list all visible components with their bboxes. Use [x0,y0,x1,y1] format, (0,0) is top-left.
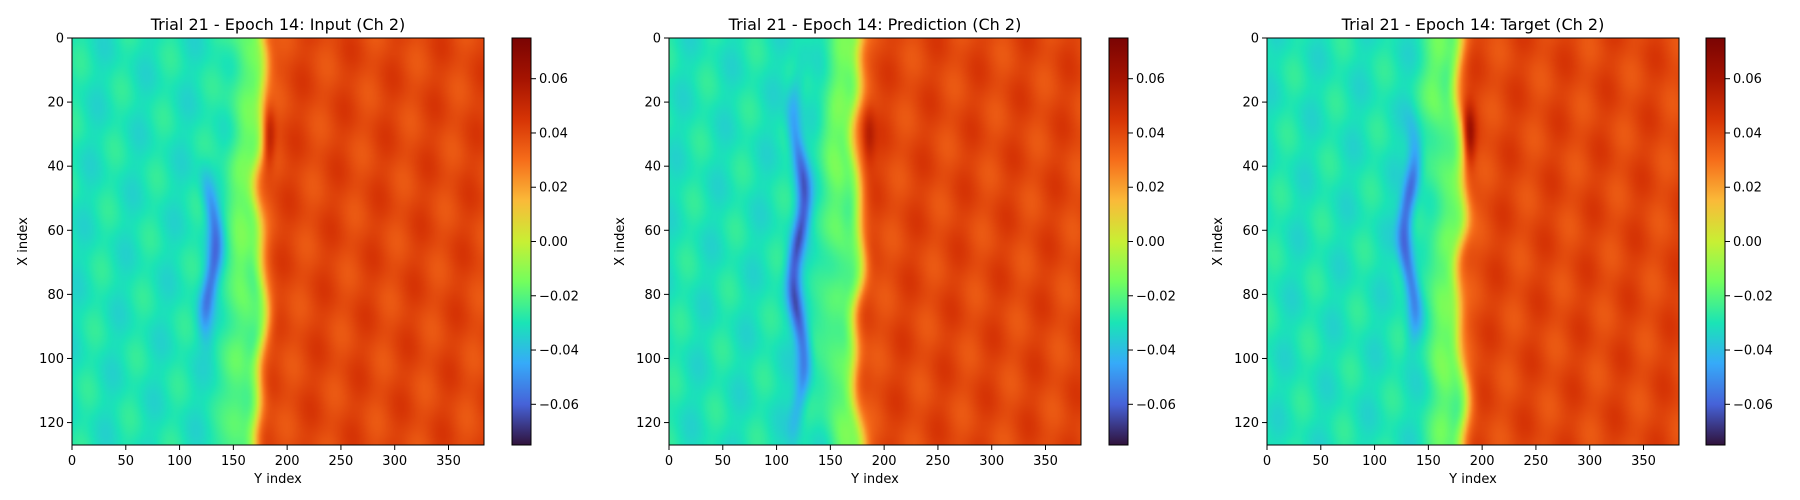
colorbar-tick-label: 0.02 [1136,181,1165,196]
colorbar-tick-label: 0.00 [1136,235,1165,250]
x-tick-label: 150 [221,454,246,469]
x-tick-label: 100 [1362,454,1387,469]
x-axis-label: Y index [850,472,899,487]
colorbar [1706,38,1725,445]
chart-title: Trial 21 - Epoch 14: Prediction (Ch 2) [728,15,1022,34]
x-tick-label: 300 [382,454,407,469]
colorbar-tick-label: −0.02 [539,289,579,304]
y-tick-label: 0 [56,32,64,47]
colorbar-tick-label: −0.04 [539,344,579,359]
x-tick-label: 350 [1033,454,1058,469]
colorbar-tick-label: 0.04 [1136,126,1165,141]
y-axis-label: X index [613,217,628,266]
x-tick-label: 350 [1631,454,1656,469]
colorbar [1109,38,1128,445]
colorbar-tick-label: −0.04 [1136,344,1176,359]
y-tick-label: 60 [644,224,661,239]
colorbar-tick-label: 0.02 [1733,181,1762,196]
colorbar-tick-label: 0.06 [539,72,568,87]
colorbar [512,38,531,445]
x-tick-label: 0 [68,454,76,469]
colorbar-tick-label: 0.06 [1136,72,1165,87]
colorbar-tick-label: −0.02 [1136,289,1176,304]
heatmap-image [1267,38,1679,445]
colorbar-tick-label: 0.06 [1733,72,1762,87]
y-tick-label: 80 [644,288,661,303]
x-tick-label: 250 [1524,454,1549,469]
x-tick-label: 100 [167,454,192,469]
y-tick-label: 60 [1242,224,1259,239]
colorbar-tick-label: −0.06 [1733,398,1773,413]
subplot-2: Trial 21 - Epoch 14: Prediction (Ch 2) 0 5… [613,15,1176,487]
y-tick-label: 80 [1242,288,1259,303]
colorbar-tick-label: 0.00 [539,235,568,250]
colorbar-tick-label: 0.04 [1733,126,1762,141]
y-tick-label: 120 [636,416,661,431]
subplot-1: Trial 21 - Epoch 14: Input (Ch 2) 0 50 100 1… [16,15,579,487]
y-tick-label: 20 [1242,96,1259,111]
chart-title: Trial 21 - Epoch 14: Target (Ch 2) [1341,15,1605,34]
y-axis-label: X index [1211,217,1226,266]
colorbar-tick-label: 0.04 [539,126,568,141]
y-tick-label: 0 [1251,32,1259,47]
x-tick-label: 350 [436,454,461,469]
axes-frame [668,37,1082,446]
x-tick-label: 150 [1416,454,1441,469]
axes-frame [71,37,485,446]
y-tick-label: 40 [1242,160,1259,175]
x-tick-label: 150 [818,454,843,469]
colorbar-tick-label: 0.02 [539,181,568,196]
colorbar-tick-label: −0.02 [1733,289,1773,304]
x-tick-label: 200 [1470,454,1495,469]
y-tick-label: 0 [653,32,661,47]
y-axis-label: X index [16,217,31,266]
x-tick-label: 0 [665,454,673,469]
heatmap-image [72,38,484,445]
y-tick-label: 20 [47,96,64,111]
y-tick-label: 100 [1234,352,1259,367]
y-tick-label: 120 [39,416,64,431]
x-tick-label: 50 [118,454,135,469]
colorbar-tick-label: −0.06 [1136,398,1176,413]
colorbar-tick-label: −0.04 [1733,344,1773,359]
axes-frame [1266,37,1680,446]
heatmap-image [669,38,1081,445]
y-tick-label: 40 [47,160,64,175]
y-tick-label: 60 [47,224,64,239]
y-tick-label: 120 [1234,416,1259,431]
colorbar-tick-label: −0.06 [539,398,579,413]
y-tick-label: 40 [644,160,661,175]
colorbar-tick-label: 0.00 [1733,235,1762,250]
x-axis-label: Y index [1448,472,1497,487]
x-axis-label: Y index [253,472,302,487]
y-tick-label: 100 [39,352,64,367]
x-tick-label: 50 [715,454,732,469]
chart-title: Trial 21 - Epoch 14: Input (Ch 2) [150,15,406,34]
x-tick-label: 100 [764,454,789,469]
y-tick-label: 20 [644,96,661,111]
x-tick-label: 250 [926,454,951,469]
x-tick-label: 300 [979,454,1004,469]
x-tick-label: 200 [872,454,897,469]
x-tick-label: 0 [1263,454,1271,469]
x-tick-label: 200 [275,454,300,469]
subplot-3: Trial 21 - Epoch 14: Target (Ch 2) 0 50 100… [1211,15,1773,487]
y-tick-label: 80 [47,288,64,303]
x-tick-label: 300 [1577,454,1602,469]
x-tick-label: 50 [1313,454,1330,469]
x-tick-label: 250 [329,454,354,469]
y-tick-label: 100 [636,352,661,367]
